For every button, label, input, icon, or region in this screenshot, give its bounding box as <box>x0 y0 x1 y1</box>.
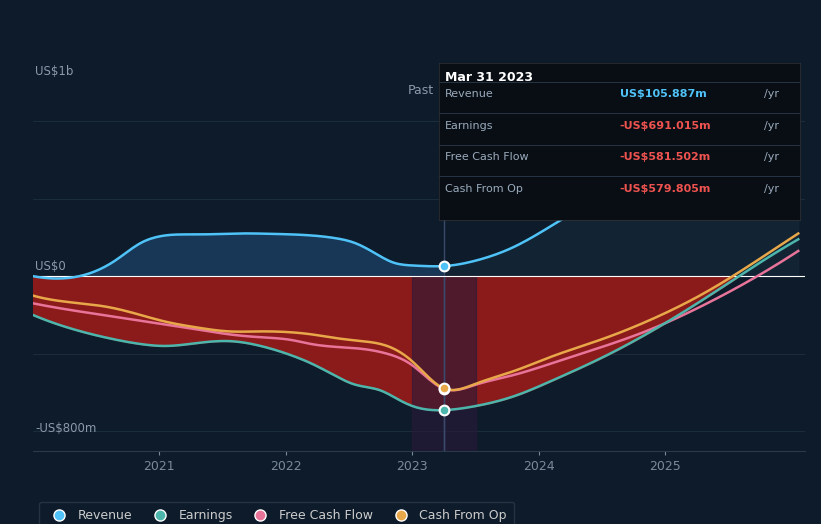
Text: Revenue: Revenue <box>445 89 493 100</box>
Legend: Revenue, Earnings, Free Cash Flow, Cash From Op: Revenue, Earnings, Free Cash Flow, Cash … <box>39 501 515 524</box>
Text: /yr: /yr <box>764 89 779 100</box>
Text: Free Cash Flow: Free Cash Flow <box>445 152 528 162</box>
Text: -US$800m: -US$800m <box>35 422 97 435</box>
Text: Past: Past <box>408 84 433 97</box>
Text: /yr: /yr <box>764 121 779 131</box>
Bar <box>412 276 475 451</box>
Text: US$0: US$0 <box>35 260 67 273</box>
Text: /yr: /yr <box>764 183 779 194</box>
Text: Cash From Op: Cash From Op <box>445 183 522 194</box>
Text: Mar 31 2023: Mar 31 2023 <box>445 71 533 83</box>
Text: Analysts Forecasts: Analysts Forecasts <box>459 84 576 97</box>
Text: -US$579.805m: -US$579.805m <box>620 183 711 194</box>
Text: US$1b: US$1b <box>35 66 74 79</box>
Text: Earnings: Earnings <box>445 121 493 131</box>
Text: /yr: /yr <box>764 152 779 162</box>
Text: US$105.887m: US$105.887m <box>620 89 707 100</box>
Text: -US$581.502m: -US$581.502m <box>620 152 711 162</box>
Text: -US$691.015m: -US$691.015m <box>620 121 712 131</box>
